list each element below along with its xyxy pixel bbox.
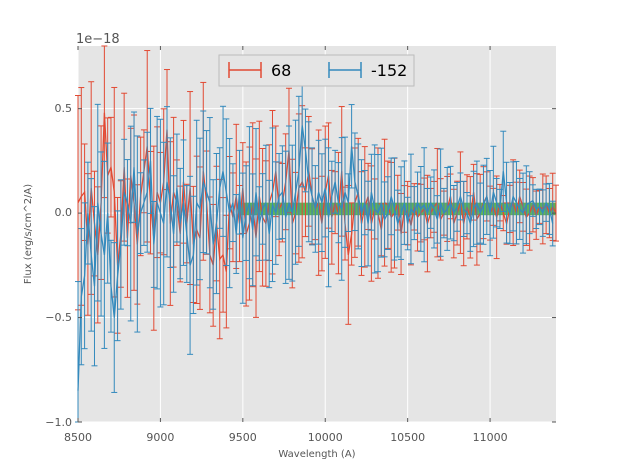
- legend-label-minus-152: -152: [371, 61, 407, 80]
- legend-marker-minus-152: [328, 62, 362, 78]
- legend-marker-68: [228, 62, 262, 78]
- y-axis-label: Flux (erg/s/cm^2/A): [23, 184, 34, 284]
- series-1: [75, 63, 556, 423]
- x-tick-label: 10000: [308, 431, 343, 444]
- x-tick-label: 11000: [473, 431, 508, 444]
- y-tick-label: −1.0: [45, 416, 72, 429]
- x-tick-label: 9500: [229, 431, 257, 444]
- y-tick-label: −0.5: [45, 311, 72, 324]
- x-tick-label: 10500: [390, 431, 425, 444]
- y-tick-label: 0.0: [55, 206, 73, 219]
- series-layer: [75, 45, 559, 423]
- series-line: [77, 125, 554, 391]
- legend: 68 -152: [218, 54, 415, 87]
- x-tick-label: 8500: [64, 431, 92, 444]
- x-tick-label: 9000: [146, 431, 174, 444]
- tick-marks: [77, 46, 556, 423]
- series-line: [77, 112, 557, 272]
- y-tick-label: 0.5: [55, 102, 73, 115]
- legend-box: [218, 54, 415, 87]
- y-offset-label: 1e−18: [76, 32, 120, 47]
- legend-label-68: 68: [271, 61, 291, 80]
- x-axis-label: Wavelength (A): [278, 449, 355, 460]
